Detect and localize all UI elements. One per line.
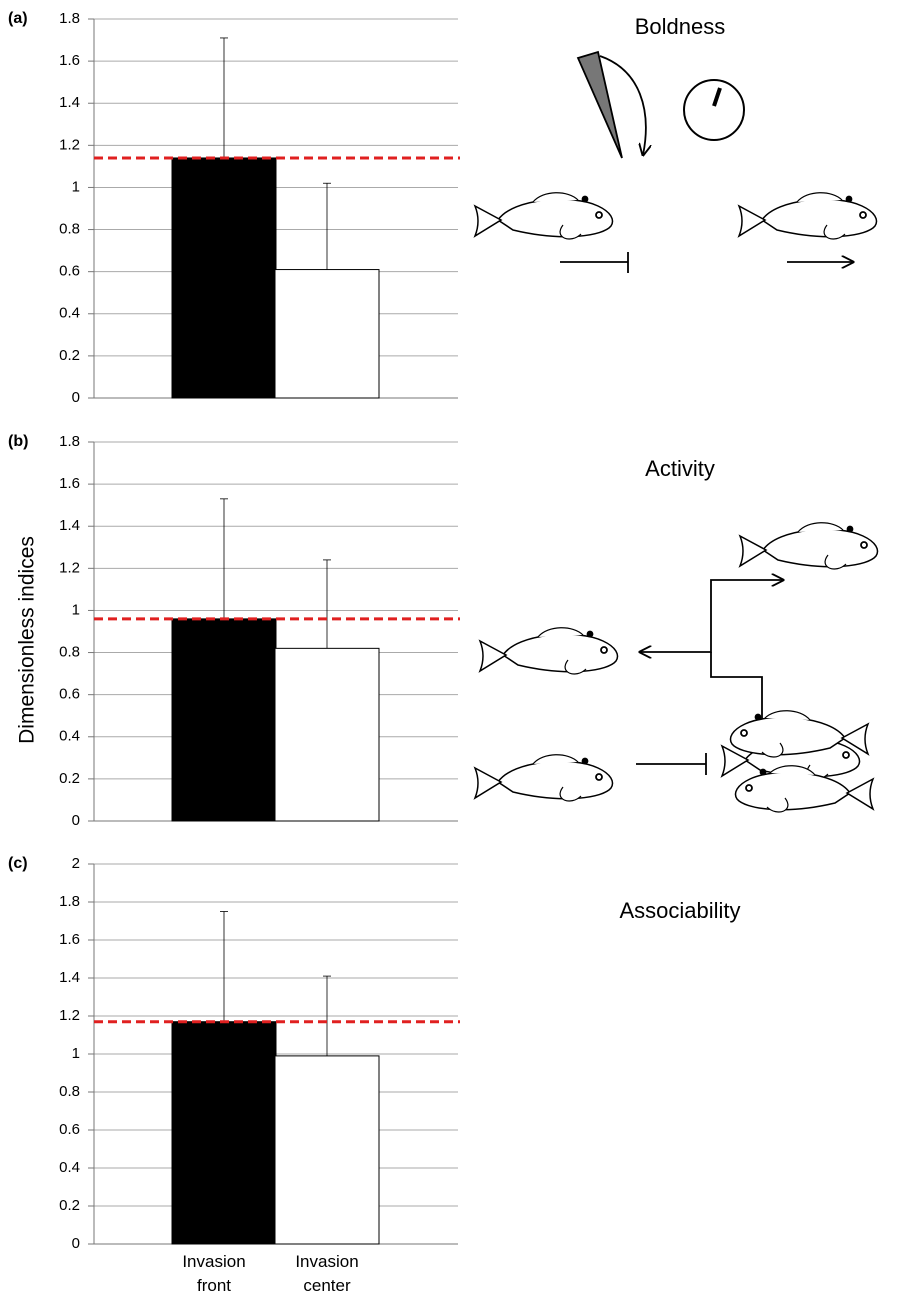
y-tick-label: 1	[72, 1045, 80, 1062]
y-tick-label: 1.2	[59, 136, 80, 153]
y-tick-label: 0	[72, 812, 80, 829]
illustration	[474, 50, 879, 813]
y-tick-label: 0.8	[59, 1083, 80, 1100]
panel-label: (a)	[8, 10, 28, 27]
y-tick-label: 1.4	[59, 517, 80, 534]
y-tick-label: 1.4	[59, 94, 80, 111]
y-tick-label: 0.6	[59, 263, 80, 280]
panel-title: Boldness	[635, 14, 726, 39]
y-tick-label: 1	[72, 601, 80, 618]
y-tick-label: 0.2	[59, 347, 80, 364]
y-tick-label: 0.8	[59, 644, 80, 661]
y-tick-label: 0.4	[59, 305, 80, 322]
y-tick-label: 1.2	[59, 1007, 80, 1024]
panel-label: (c)	[8, 855, 28, 872]
y-tick-label: 1.8	[59, 433, 80, 450]
bar	[171, 618, 277, 822]
panel-title: Activity	[645, 456, 715, 481]
panel-title: Associability	[619, 898, 740, 923]
y-tick-label: 1.8	[59, 10, 80, 27]
y-tick-label: 1.6	[59, 52, 80, 69]
y-tick-label: 0.2	[59, 770, 80, 787]
y-tick-label: 0.6	[59, 686, 80, 703]
y-tick-label: 1.6	[59, 475, 80, 492]
y-tick-label: 1.4	[59, 969, 80, 986]
x-tick-label: Invasion front	[182, 1252, 246, 1295]
bar	[274, 647, 380, 822]
x-tick-label: Invasion center	[295, 1252, 359, 1295]
y-tick-label: 0.2	[59, 1197, 80, 1214]
bar	[274, 269, 380, 399]
y-tick-label: 0.4	[59, 1159, 80, 1176]
y-tick-label: 2	[72, 855, 80, 872]
y-tick-label: 0	[72, 1235, 80, 1252]
y-tick-label: 1	[72, 178, 80, 195]
y-tick-label: 0.4	[59, 728, 80, 745]
bar	[171, 157, 277, 399]
bar	[274, 1055, 380, 1245]
y-tick-label: 1.2	[59, 559, 80, 576]
y-tick-label: 0	[72, 389, 80, 406]
y-tick-label: 0.8	[59, 221, 80, 238]
y-tick-label: 1.8	[59, 893, 80, 910]
bar	[171, 1021, 277, 1245]
y-tick-label: 0.6	[59, 1121, 80, 1138]
y-axis-label: Dimensionless indices	[16, 536, 39, 744]
y-tick-label: 1.6	[59, 931, 80, 948]
panel-label: (b)	[8, 433, 28, 450]
